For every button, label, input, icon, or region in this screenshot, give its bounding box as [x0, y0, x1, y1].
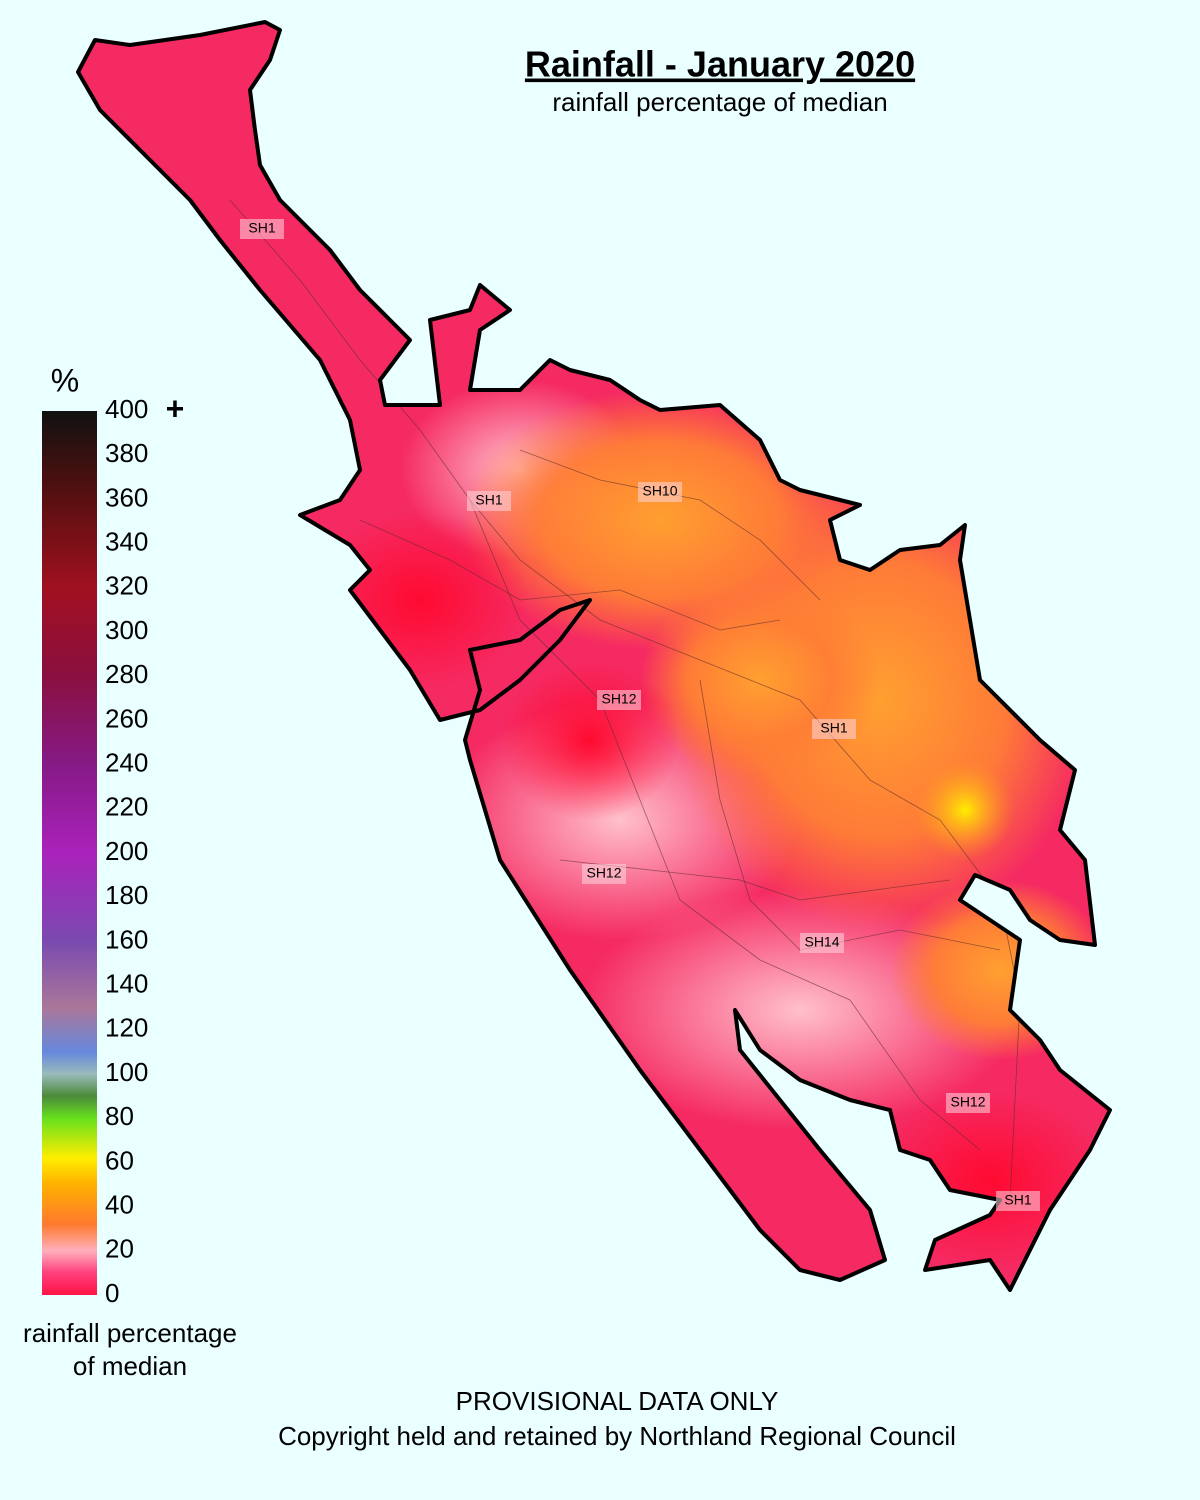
legend-tick-label: 120 — [105, 1013, 148, 1043]
road-label: SH12 — [586, 865, 621, 881]
map-title: Rainfall - January 2020 — [525, 44, 915, 85]
legend-tick-label: 200 — [105, 836, 148, 866]
road-label-box — [800, 933, 844, 953]
road-label: SH1 — [248, 220, 275, 236]
road-labels: SH1 SH1 SH10 SH12 SH1 SH12 SH14 SH12 SH1 — [240, 219, 1040, 1211]
road-label: SH12 — [601, 691, 636, 707]
road-label-box — [638, 482, 682, 502]
road-label-box — [240, 219, 284, 239]
road-label: SH10 — [642, 483, 677, 499]
legend-tick-label: 240 — [105, 747, 148, 777]
road-label-box — [946, 1093, 990, 1113]
road-label-box — [996, 1191, 1040, 1211]
legend-tick-label: 320 — [105, 571, 148, 601]
legend-tick-label: 380 — [105, 438, 148, 468]
legend-top-suffix: + — [166, 390, 185, 426]
legend-tick-label: 100 — [105, 1057, 148, 1087]
legend-tick-label: 180 — [105, 880, 148, 910]
road-label-box — [812, 719, 856, 739]
road-label: SH12 — [950, 1094, 985, 1110]
legend-tick-label: 60 — [105, 1145, 134, 1175]
footer-note: PROVISIONAL DATA ONLY — [456, 1386, 779, 1416]
road-label: SH1 — [820, 720, 847, 736]
legend-tick-label: 40 — [105, 1189, 134, 1219]
legend-tick-label: 340 — [105, 526, 148, 556]
legend-tick-label: 400 — [105, 394, 148, 424]
legend-unit: % — [51, 362, 79, 398]
road-label: SH14 — [804, 934, 839, 950]
road-label: SH1 — [1004, 1192, 1031, 1208]
footer-copyright: Copyright held and retained by Northland… — [278, 1421, 956, 1451]
legend-tick-label: 220 — [105, 792, 148, 822]
color-bar — [42, 411, 97, 1295]
legend-caption: rainfall percentage — [23, 1318, 237, 1348]
legend-tick-label: 160 — [105, 924, 148, 954]
legend-tick-label: 0 — [105, 1278, 119, 1308]
legend-tick-label: 260 — [105, 703, 148, 733]
legend-tick-label: 280 — [105, 659, 148, 689]
road-label-box — [597, 690, 641, 710]
legend-tick-label: 80 — [105, 1101, 134, 1131]
legend-tick-label: 140 — [105, 968, 148, 998]
legend-tick-label: 300 — [105, 615, 148, 645]
road-label: SH1 — [475, 492, 502, 508]
legend-tick-label: 20 — [105, 1234, 134, 1264]
road-label-box — [467, 491, 511, 511]
road-label-box — [582, 864, 626, 884]
legend-caption: of median — [73, 1351, 187, 1381]
legend-ticks: 0 20 40 60 80 100 120 140 160 180 200 220 240 260 280 3… — [105, 390, 184, 1307]
map-subtitle: rainfall percentage of median — [552, 87, 887, 117]
legend-tick-label: 360 — [105, 482, 148, 512]
